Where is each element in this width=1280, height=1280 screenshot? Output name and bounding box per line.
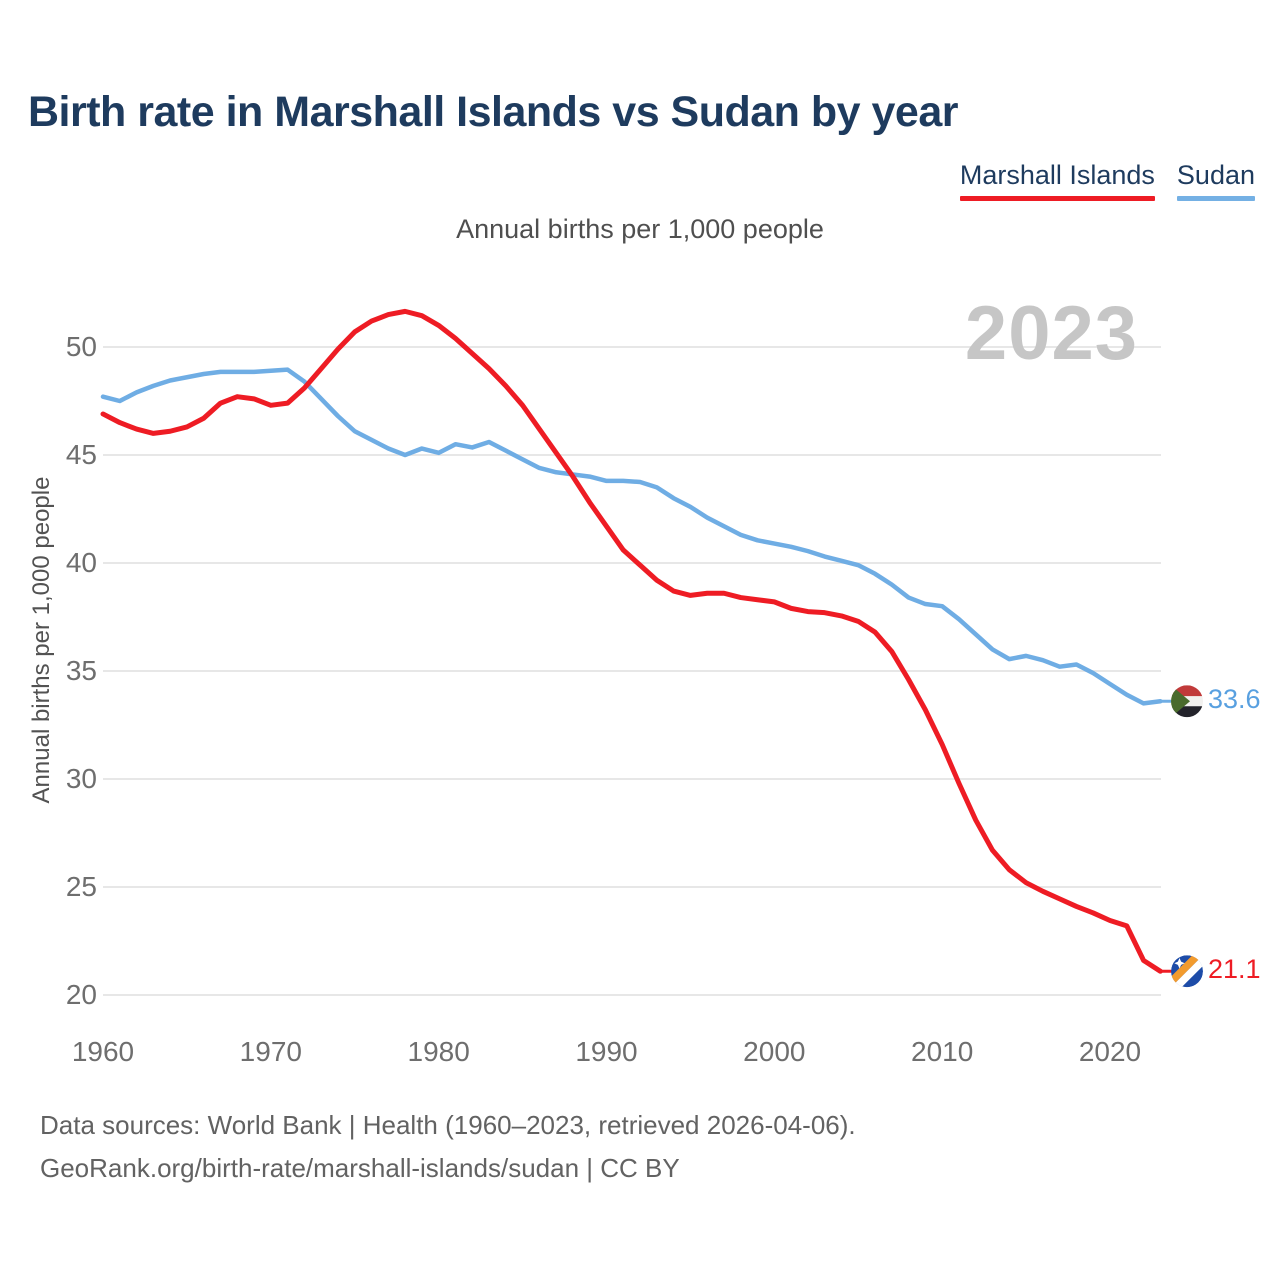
watermark-year: 2023	[964, 291, 1138, 376]
legend-label-sudan: Sudan	[1176, 160, 1255, 190]
footer: Data sources: World Bank | Health (1960–…	[40, 1104, 856, 1190]
y-axis-title: Annual births per 1,000 people	[28, 476, 55, 804]
legend: Marshall Islands Sudan	[959, 160, 1255, 201]
legend-item-sudan[interactable]: Sudan	[1176, 160, 1255, 201]
y-tick-label: 30	[65, 763, 97, 794]
footer-attribution: GeoRank.org/birth-rate/marshall-islands/…	[40, 1153, 680, 1183]
legend-underline-sudan	[1176, 196, 1255, 201]
y-tick-label: 40	[65, 547, 97, 578]
y-tick-label: 35	[65, 655, 97, 686]
page-title: Birth rate in Marshall Islands vs Sudan …	[28, 88, 959, 136]
footer-data-sources: Data sources: World Bank | Health (1960–…	[40, 1110, 856, 1140]
flag-star	[1174, 958, 1185, 969]
legend-label-marshall-islands: Marshall Islands	[959, 160, 1155, 190]
y-tick-label: 25	[65, 871, 97, 902]
sudan-line	[100, 367, 1163, 706]
y-tick-label: 45	[65, 439, 97, 470]
y-tick-label: 20	[65, 979, 97, 1010]
y-tick-label: 50	[65, 331, 97, 362]
chart-subtitle: Annual births per 1,000 people	[456, 214, 824, 244]
end-label-marshall-islands: 21.1	[1208, 954, 1261, 985]
x-tick-label: 1980	[407, 1036, 470, 1067]
legend-item-marshall-islands[interactable]: Marshall Islands	[959, 160, 1155, 201]
legend-underline-marshall-islands	[959, 196, 1155, 201]
x-tick-label: 2010	[911, 1036, 974, 1067]
series-lines-group	[100, 308, 1163, 974]
x-tick-label: 1970	[239, 1036, 302, 1067]
x-tick-label: 2020	[1078, 1036, 1142, 1067]
marshall-islands-line	[100, 308, 1163, 974]
series-end-ticks	[1160, 699, 1172, 973]
marshall-islands-flag-icon	[1171, 955, 1203, 988]
x-tick-label: 1990	[575, 1036, 638, 1067]
x-tick-label: 2000	[743, 1036, 806, 1067]
x-tick-label: 1960	[71, 1036, 135, 1067]
sudan-flag-icon	[1171, 685, 1203, 718]
end-label-sudan: 33.6	[1208, 684, 1261, 715]
